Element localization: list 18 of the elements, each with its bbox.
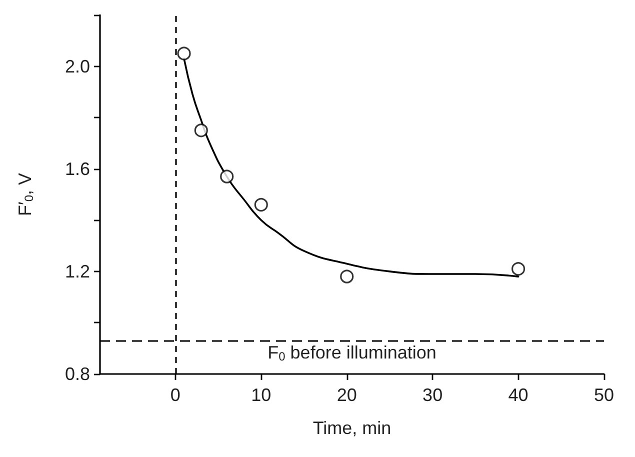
x-tick-label: 0 (170, 385, 180, 405)
x-tick-label: 50 (594, 385, 614, 405)
x-axis-title: Time, min (312, 418, 392, 438)
y-tick-label: 1.6 (64, 158, 90, 179)
x-tick-label: 30 (422, 385, 443, 405)
point (177, 46, 191, 60)
point (194, 124, 208, 138)
y-tick-label: 1.2 (64, 261, 90, 282)
y-axis-title: F′0, V (15, 172, 36, 216)
y-tick-label: 2.0 (64, 56, 90, 76)
x-tick-label: 40 (508, 385, 528, 405)
point (220, 170, 234, 184)
y-tick-label: 0.8 (64, 364, 90, 384)
x-tick-label: 20 (336, 385, 357, 405)
point (511, 262, 526, 276)
point (254, 198, 268, 212)
x-tick-label: 10 (251, 385, 272, 405)
point (340, 270, 354, 284)
